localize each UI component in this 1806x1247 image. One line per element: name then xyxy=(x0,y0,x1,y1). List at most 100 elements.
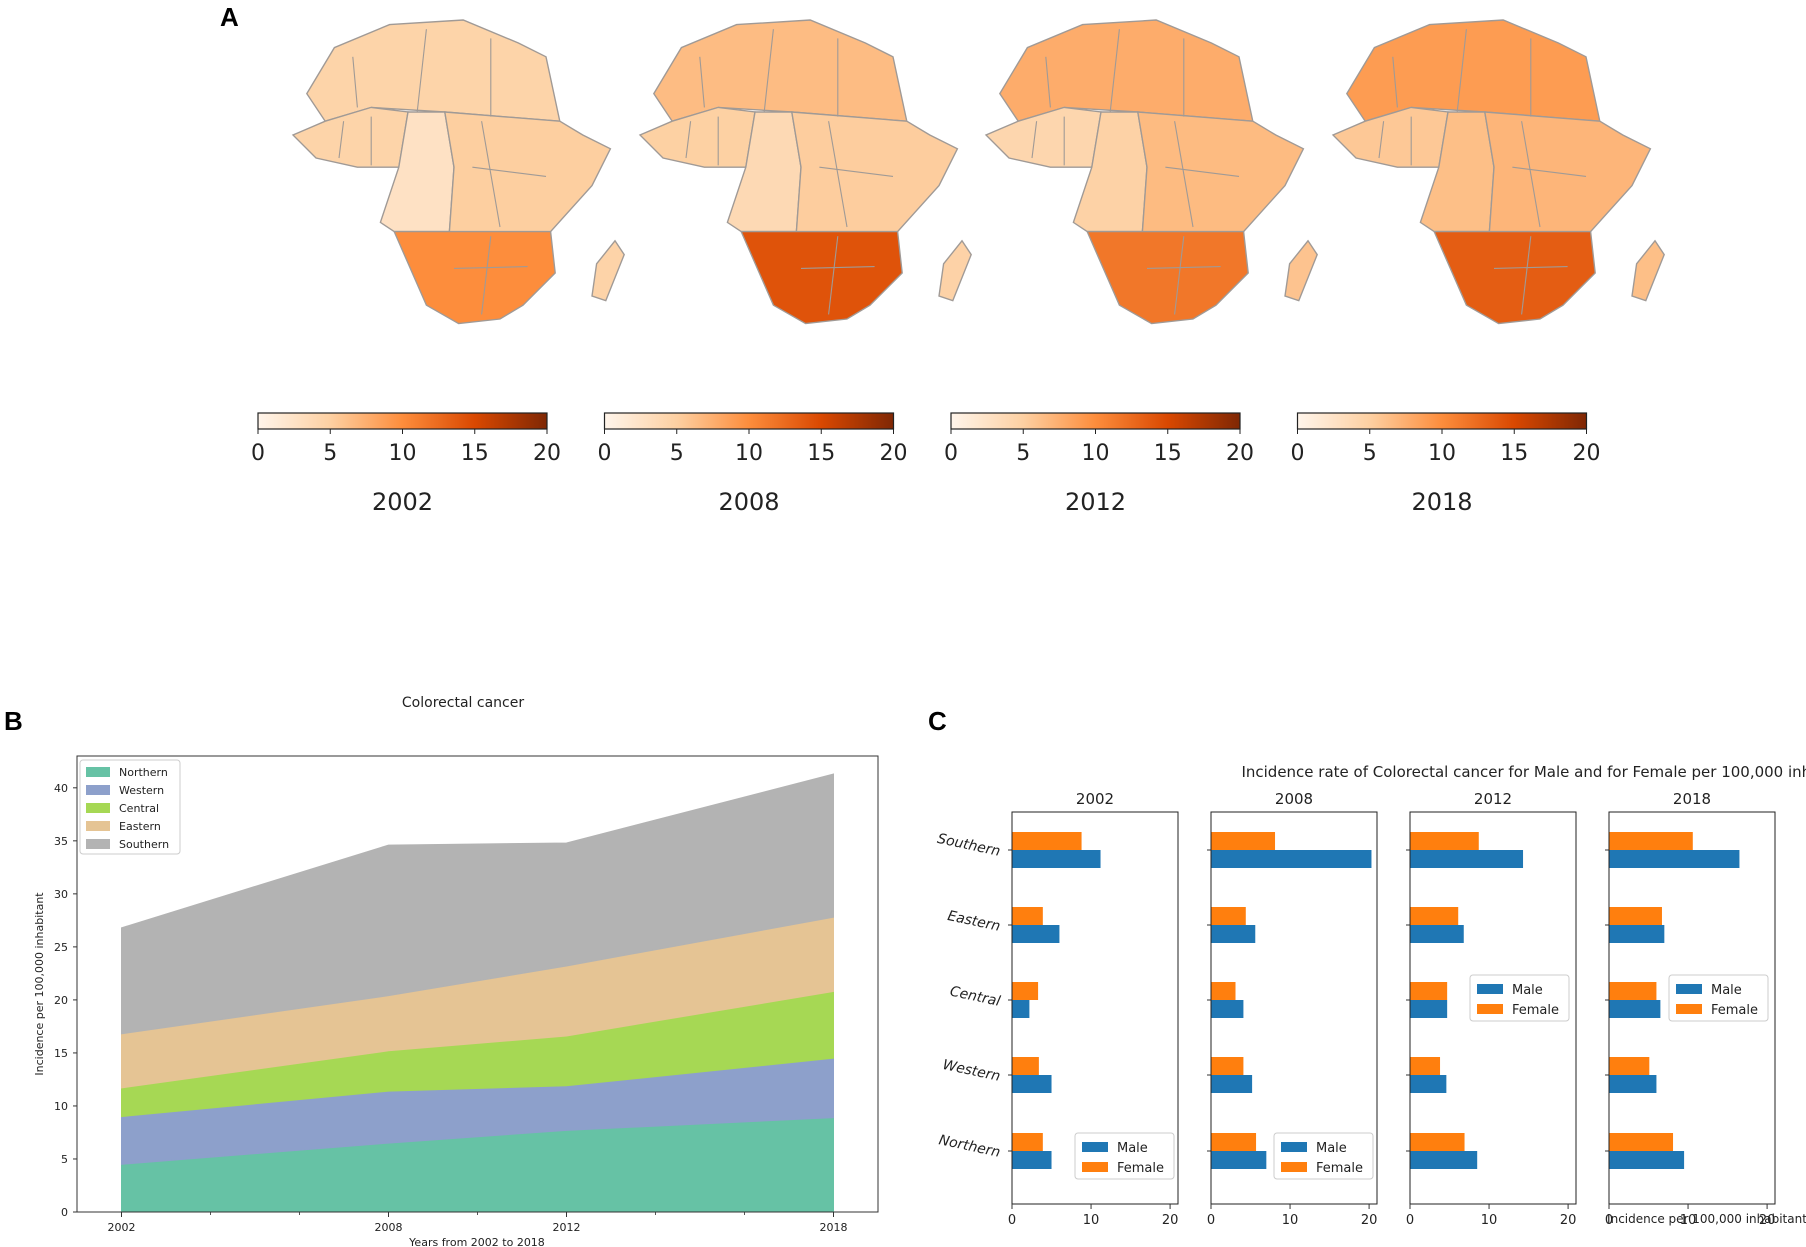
legend-swatch-western xyxy=(86,785,110,795)
colorbar-tick-label: 20 xyxy=(880,441,908,466)
legend-swatch-male xyxy=(1281,1142,1307,1152)
map-border-line xyxy=(800,266,875,269)
bar-male-eastern-2002 xyxy=(1012,925,1060,943)
area-series-southern xyxy=(121,773,834,1035)
map-island-madagascar-2002 xyxy=(591,239,625,302)
bar-male-central-2018 xyxy=(1609,1000,1661,1018)
colorbar-tick-label: 5 xyxy=(323,441,337,466)
legend-label-eastern: Eastern xyxy=(119,820,161,833)
bar-male-northern-2002 xyxy=(1012,1151,1052,1169)
africa-map-2018 xyxy=(1331,19,1665,325)
y-tick-label: 20 xyxy=(54,994,68,1007)
legend-label-northern: Northern xyxy=(119,766,168,779)
legend-swatch-male xyxy=(1082,1142,1108,1152)
x-tick-label: 10 xyxy=(1680,1213,1697,1228)
x-tick-label: 20 xyxy=(1361,1213,1378,1228)
bar-male-southern-2012 xyxy=(1410,850,1524,868)
y-tick-label: 10 xyxy=(54,1100,68,1113)
bar-female-southern-2018 xyxy=(1609,832,1693,850)
colorbar-tick-label: 10 xyxy=(1428,441,1456,466)
x-tick-label: 10 xyxy=(1083,1213,1100,1228)
colorbar-tick-label: 0 xyxy=(251,441,265,466)
x-tick-label: 2008 xyxy=(375,1221,403,1234)
y-tick-label: 5 xyxy=(61,1153,68,1166)
map-region-northern-2012 xyxy=(998,19,1254,123)
bar-male-eastern-2018 xyxy=(1609,925,1665,943)
map-border-line xyxy=(481,121,501,228)
bar-male-southern-2002 xyxy=(1012,850,1101,868)
legend-swatch-eastern xyxy=(86,821,110,831)
bar-legend-2008: Male Female xyxy=(1273,1132,1374,1180)
stacked-area-chart: Colorectal cancer 0 5 10 15 20 25 30 35 40 2002 20… xyxy=(33,695,879,1247)
map-border-line xyxy=(1174,121,1194,228)
colorbar-year-label: 2002 xyxy=(372,488,433,516)
bar-male-western-2012 xyxy=(1410,1075,1447,1093)
colorbar-gradient xyxy=(603,412,895,430)
bar-male-northern-2012 xyxy=(1410,1151,1478,1169)
bar-subplot-2008: 2008 0 10 20 Male Female xyxy=(1207,790,1378,1228)
subplot-year-title: 2002 xyxy=(1076,790,1114,808)
map-island-madagascar-2012 xyxy=(1284,239,1318,302)
map-border-line xyxy=(1109,29,1120,113)
colorbar-tick-label: 0 xyxy=(944,441,958,466)
colorbar-tick-label: 10 xyxy=(735,441,763,466)
y-tick-label: 25 xyxy=(54,941,68,954)
map-border-line xyxy=(1493,266,1568,269)
bar-female-western-2008 xyxy=(1211,1057,1244,1075)
y-tick-label: 40 xyxy=(54,782,68,795)
colorbar-tick-label: 5 xyxy=(1363,441,1377,466)
y-tick-label: 35 xyxy=(54,835,68,848)
bar-female-eastern-2002 xyxy=(1012,907,1043,925)
bar-female-northern-2002 xyxy=(1012,1133,1043,1151)
bar-female-southern-2012 xyxy=(1410,832,1479,850)
colorbar-tick-label: 15 xyxy=(1154,441,1182,466)
map-island-madagascar-2008 xyxy=(938,239,972,302)
subplot-year-title: 2008 xyxy=(1275,790,1313,808)
map-border-line xyxy=(1174,236,1185,315)
panel-label-a: A xyxy=(220,2,239,32)
bar-male-northern-2008 xyxy=(1211,1151,1267,1169)
bar-chart-panel: Incidence rate of Colorectal cancer for … xyxy=(936,763,1806,1228)
map-border-line xyxy=(1521,236,1532,315)
legend-swatch-female xyxy=(1676,1004,1702,1014)
legend-label-central: Central xyxy=(119,802,159,815)
map-region-western-2012 xyxy=(984,106,1102,168)
legend-label-female: Female xyxy=(1711,1003,1758,1018)
legend-swatch-female xyxy=(1281,1162,1307,1172)
map-region-southern-2018 xyxy=(1433,230,1596,325)
africa-map-2012 xyxy=(984,19,1318,325)
maps-panel: 0 5 10 15 20 2002 0 5 10 15 20 2008 0 5 10 15 20 2012 0 5 10… xyxy=(251,19,1665,516)
colorbar-tick-label: 15 xyxy=(1500,441,1528,466)
africa-map-2002 xyxy=(291,19,625,325)
bar-female-northern-2008 xyxy=(1211,1133,1257,1151)
map-border-line xyxy=(828,121,848,228)
map-border-line xyxy=(819,166,894,177)
bar-female-southern-2002 xyxy=(1012,832,1082,850)
x-tick-label: 0 xyxy=(1605,1213,1613,1228)
map-island-madagascar-2018 xyxy=(1631,239,1665,302)
x-tick-label: 10 xyxy=(1282,1213,1299,1228)
map-region-northern-2008 xyxy=(652,19,908,123)
colorbar-tick-label: 15 xyxy=(461,441,489,466)
category-label-southern: Southern xyxy=(936,831,1002,860)
map-border-line xyxy=(338,121,345,159)
bar-male-western-2018 xyxy=(1609,1075,1657,1093)
legend-swatch-central xyxy=(86,803,110,813)
panel-label-b: B xyxy=(4,706,23,736)
bar-subplot-2018: 2018 0 10 20 Male Female xyxy=(1605,790,1776,1228)
bar-male-central-2008 xyxy=(1211,1000,1244,1018)
category-label-central: Central xyxy=(948,984,1001,1010)
colorbar-2002: 0 5 10 15 20 2002 xyxy=(251,412,561,516)
colorbar-year-label: 2008 xyxy=(718,488,779,516)
bar-male-eastern-2008 xyxy=(1211,925,1256,943)
category-label-northern: Northern xyxy=(937,1132,1001,1161)
bar-female-central-2008 xyxy=(1211,982,1236,1000)
bar-female-eastern-2012 xyxy=(1410,907,1459,925)
bar-female-central-2002 xyxy=(1012,982,1039,1000)
area-chart-ylabel: Incidence per 100,000 inhabitant xyxy=(33,892,46,1076)
y-tick-label: 0 xyxy=(61,1206,68,1219)
area-chart-frame xyxy=(76,755,879,1213)
colorbar-tick-label: 20 xyxy=(533,441,561,466)
subplot-frame xyxy=(1011,811,1179,1205)
